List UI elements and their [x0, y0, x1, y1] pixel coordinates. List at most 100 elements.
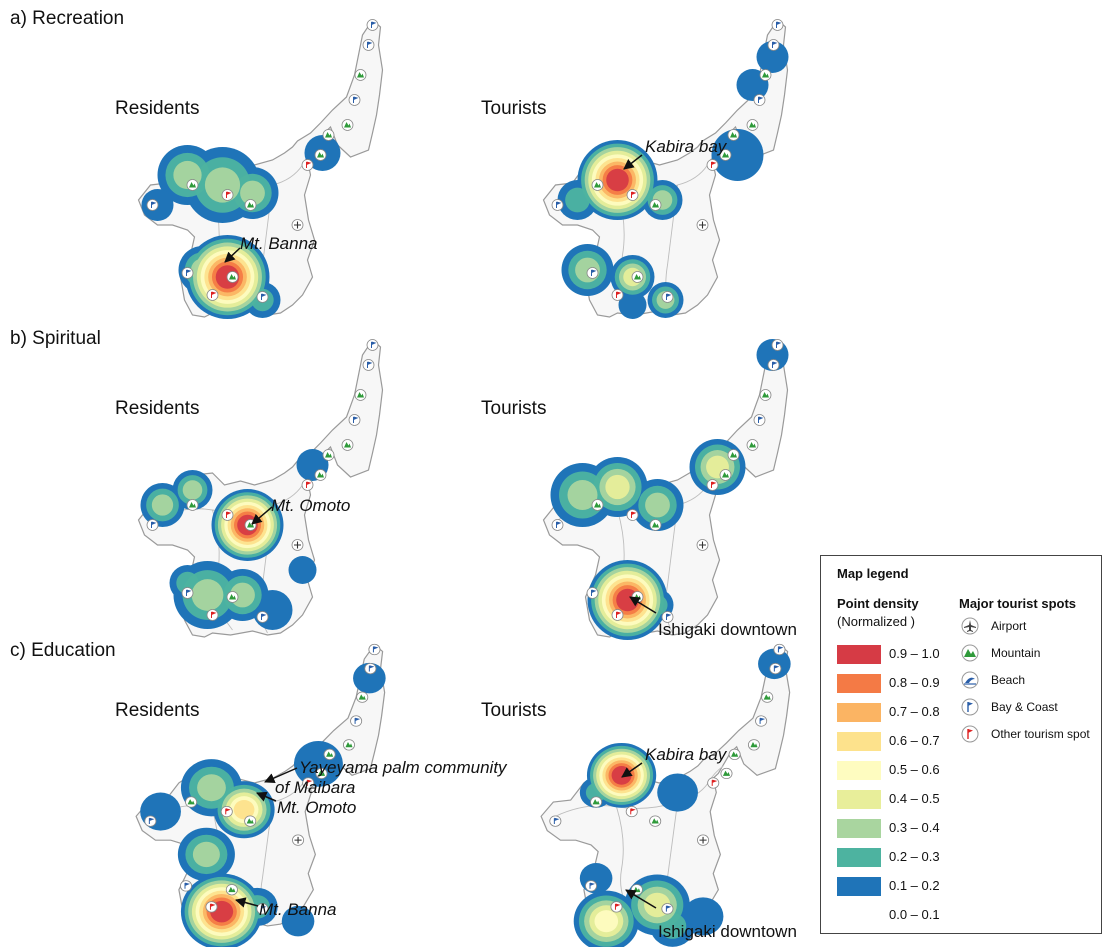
- legend-swatch-6: [837, 819, 881, 838]
- legend-swatch-8: [837, 877, 881, 896]
- legend-spot-mountain: Mountain: [991, 646, 1041, 660]
- map-tourists-spiritual-spot-16: [551, 519, 564, 531]
- map-tourists-spiritual: [542, 339, 789, 640]
- map-residents-recreation-spot-0: [186, 179, 199, 191]
- legend-range-5: 0.4 – 0.5: [889, 791, 940, 806]
- map-tourists-spiritual-spot-6: [746, 439, 759, 451]
- map-tourists-spiritual-spot-8: [759, 389, 772, 401]
- arrow-ishigaki-downtown-spiritual: [629, 596, 657, 614]
- map-residents-education-spot-14: [180, 880, 193, 892]
- map-residents-spiritual-density-7-8: [288, 556, 317, 584]
- map-residents-spiritual-spot-7: [348, 414, 361, 426]
- map-tourists-education-spot-12: [610, 901, 623, 913]
- legend-range-3: 0.6 – 0.7: [889, 733, 940, 748]
- map-residents-recreation-spot-8: [354, 69, 367, 81]
- arrow-mt-omoto-education: [256, 791, 277, 802]
- map-residents-recreation-density-2-6: [240, 180, 265, 206]
- map-residents-spiritual-spot-10: [366, 339, 379, 351]
- panel-label-residents-spiritual: Residents: [115, 398, 200, 419]
- legend-spot-other: Other tourism spot: [991, 727, 1090, 741]
- map-tourists-recreation-spot-11: [631, 271, 644, 283]
- map-tourists-recreation-density-9-8: [618, 291, 647, 319]
- map-tourists-spiritual-spot-0: [591, 499, 604, 511]
- legend-swatch-5: [837, 790, 881, 809]
- map-residents-spiritual-spot-14: [181, 587, 194, 599]
- map-residents-recreation-spot-11: [226, 271, 239, 283]
- map-tourists-education-spot-1: [625, 805, 638, 818]
- legend-range-4: 0.5 – 0.6: [889, 762, 940, 777]
- annotation-mt-banna-recreation: Mt. Banna: [240, 234, 318, 253]
- map-tourists-spiritual-spot-14: [586, 587, 599, 599]
- annotation-yayeyama-line1: Yayeyama palm community: [299, 758, 507, 777]
- map-tourists-recreation-spot-12: [611, 289, 624, 301]
- map-tourists-recreation-spot-3: [706, 159, 719, 171]
- section-label-spiritual: b) Spiritual: [10, 328, 101, 349]
- map-tourists-education-spot-8: [761, 691, 774, 703]
- map-residents-education-spot-7: [350, 715, 363, 727]
- map-tourists-recreation-spot-16: [551, 199, 564, 211]
- map-residents-recreation-spot-16: [146, 199, 159, 211]
- legend-density-title: Point density: [837, 596, 919, 611]
- map-tourists-recreation-spot-2: [649, 199, 662, 211]
- section-label-recreation: a) Recreation: [10, 8, 125, 29]
- map-tourists-education-spot-9: [769, 662, 782, 675]
- legend-swatch-7: [837, 848, 881, 867]
- map-tourists-education-spot-5: [728, 748, 741, 760]
- legend-swatch-4: [837, 761, 881, 780]
- other-spot-icon: [961, 725, 979, 743]
- map-residents-spiritual-spot-8: [354, 389, 367, 401]
- legend-spots-title: Major tourist spots: [959, 596, 1077, 611]
- map-residents-spiritual: [137, 339, 384, 638]
- map-tourists-education-density-2-8: [657, 773, 698, 812]
- legend-swatch-1: [837, 674, 881, 693]
- map-residents-recreation-spot-9: [362, 39, 375, 51]
- map-residents-recreation-spot-7: [348, 94, 361, 106]
- map-tourists-spiritual-density-2-6: [645, 492, 670, 518]
- map-residents-recreation-spot-10: [366, 19, 379, 31]
- map-tourists-spiritual-spot-12: [611, 609, 624, 621]
- legend-range-6: 0.3 – 0.4: [889, 820, 940, 835]
- map-residents-spiritual-spot-4: [314, 469, 327, 481]
- map-residents-education-spot-15: [292, 834, 305, 846]
- mountain-icon: [961, 644, 979, 662]
- map-residents-recreation-spot-1: [221, 189, 234, 201]
- legend-density-subtitle: (Normalized ): [837, 614, 916, 629]
- map-residents-education-spot-9: [364, 662, 377, 675]
- map-tourists-spiritual-spot-15: [696, 539, 709, 551]
- map-tourists-spiritual-spot-5: [727, 449, 740, 461]
- legend-range-2: 0.7 – 0.8: [889, 704, 940, 719]
- map-tourists-recreation-spot-8: [759, 69, 772, 81]
- map-residents-spiritual-spot-0: [186, 499, 199, 511]
- map-residents-spiritual-density-1-6: [182, 480, 203, 500]
- legend-range-8: 0.1 – 0.2: [889, 878, 940, 893]
- map-legend: Map legend Point density (Normalized ) M…: [820, 555, 1102, 934]
- legend-swatch-0: [837, 645, 881, 664]
- annotation-ishigaki-downtown-education: Ishigaki downtown: [658, 922, 797, 941]
- bay-coast-icon: [961, 698, 979, 716]
- arrow-mt-banna-recreation: [224, 247, 241, 263]
- map-residents-education-spot-5: [323, 748, 336, 760]
- map-residents-education-spot-4: [315, 767, 328, 780]
- map-tourists-recreation-spot-5: [727, 129, 740, 141]
- map-residents-education-spot-12: [205, 901, 218, 913]
- map-tourists-recreation-spot-4: [719, 149, 732, 161]
- map-residents-spiritual-spot-13: [256, 611, 269, 623]
- map-residents-education-spot-0: [185, 796, 198, 808]
- map-residents-spiritual-spot-12: [206, 609, 219, 621]
- map-residents-recreation-spot-15: [291, 219, 304, 231]
- legend-swatch-9: [837, 906, 881, 925]
- map-residents-education-spot-8: [356, 691, 369, 703]
- map-residents-recreation-spot-13: [256, 291, 269, 303]
- map-residents-education-spot-1: [220, 805, 233, 818]
- map-residents-recreation: [137, 19, 384, 319]
- annotation-yayeyama-line2: of Maibara: [275, 778, 356, 797]
- map-residents-education-spot-16: [144, 815, 157, 827]
- legend-spot-beach: Beach: [991, 673, 1026, 687]
- map-tourists-education-density-8-8: [682, 897, 724, 936]
- map-tourists-spiritual-spot-4: [719, 469, 732, 481]
- map-residents-education-spot-3: [302, 777, 315, 789]
- arrow-kabira-bay-education: [621, 762, 643, 778]
- map-tourists-education-spot-15: [697, 834, 710, 846]
- map-tourists-recreation-density-1-7: [565, 187, 590, 213]
